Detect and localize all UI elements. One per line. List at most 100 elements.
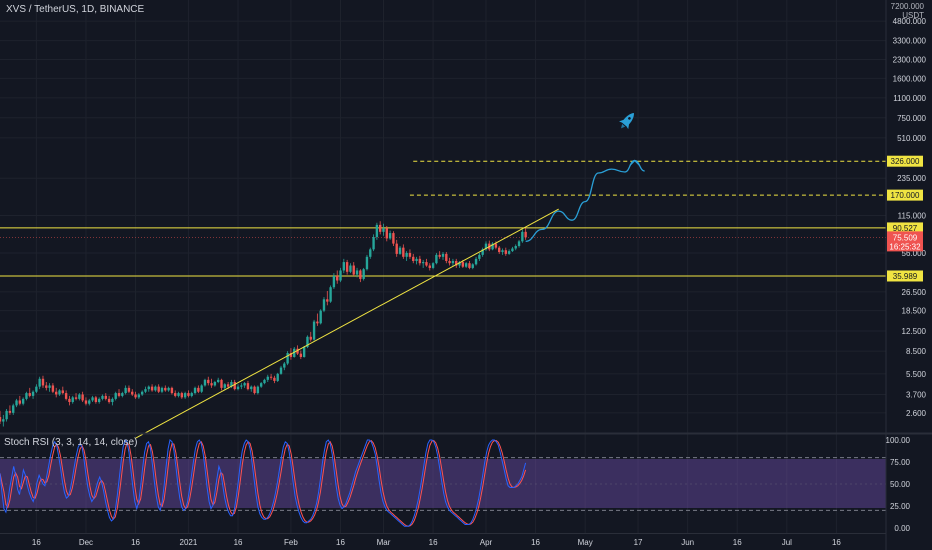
candle-body (164, 387, 167, 391)
candle-body (111, 398, 114, 403)
candle-body (240, 385, 243, 387)
candle-body (345, 262, 349, 272)
stoch-rsi-tick-label: 100.00 (886, 436, 911, 445)
candle-body (491, 243, 494, 250)
candle-body (203, 379, 207, 386)
candle-body (517, 241, 521, 246)
currency-label[interactable]: 7200.000 USDT (884, 2, 924, 20)
candle-body (451, 260, 455, 264)
time-tick-label: Apr (480, 538, 493, 547)
candle-body (170, 387, 174, 394)
candle-body (243, 383, 246, 386)
candle-body (197, 387, 200, 392)
candle-body (5, 410, 8, 420)
candle-body (71, 397, 74, 403)
candle-body (504, 250, 508, 254)
time-tick-label: 16 (531, 538, 540, 547)
candle-body (94, 397, 98, 403)
candle-body (521, 231, 524, 242)
candle-body (478, 254, 481, 259)
candle-body (180, 393, 184, 398)
price-tag-box (887, 270, 923, 282)
candle-body (431, 263, 435, 268)
stoch-rsi-lines[interactable] (0, 439, 527, 527)
price-tick-label: 3300.000 (893, 37, 927, 46)
price-tick-label: 3.700 (906, 390, 927, 399)
candle-body (428, 265, 431, 268)
candle-body (213, 382, 217, 386)
price-level-lines[interactable] (0, 160, 886, 277)
candle-body (494, 243, 498, 248)
projected-path (525, 159, 645, 242)
candle-body (48, 385, 51, 388)
candle-body (114, 393, 117, 399)
candle-body (392, 233, 395, 244)
stoch-rsi-k-line (0, 439, 527, 527)
candle-body (441, 253, 445, 257)
candle-body (236, 386, 240, 390)
candle-body (435, 254, 438, 264)
candle-body (183, 393, 187, 398)
candle-body (474, 258, 478, 265)
price-tick-label: 26.500 (902, 288, 927, 297)
price-tick-label: 4800.000 (893, 17, 927, 26)
candle-body (18, 400, 22, 404)
candle-body (246, 383, 250, 390)
candle-body (405, 252, 408, 257)
candle-body (55, 391, 58, 395)
symbol-title[interactable]: XVS / TetherUS, 1D, BINANCE (6, 4, 145, 15)
candle-body (293, 348, 296, 357)
stoch-rsi-tick-label: 25.00 (890, 502, 911, 511)
price-axis[interactable]: 4800.000 3300.000 2300.000 1600.000 1100.000… (893, 17, 927, 418)
candle-body (306, 336, 309, 348)
time-tick-label: 16 (336, 538, 345, 547)
time-axis[interactable]: 16 Dec 16 2021 16 Feb 16 Mar 16 Apr 16 May 17 Jun 16 Ju… (32, 538, 841, 547)
rocket-body (621, 113, 634, 127)
candle-body (58, 390, 61, 395)
last-price-tag (887, 231, 923, 252)
candle-body (131, 391, 134, 395)
candle-body (421, 262, 425, 264)
candle-body (276, 373, 279, 381)
price-tag-box (887, 155, 923, 167)
candle-body (104, 395, 107, 399)
candle-body (359, 270, 362, 279)
candle-body (15, 400, 18, 406)
candle-body (316, 321, 319, 324)
candle-body (382, 228, 385, 232)
candle-body (365, 256, 369, 270)
candle-body (41, 378, 45, 386)
candle-body (369, 249, 372, 257)
stoch-rsi-title[interactable]: Stoch RSI (3, 3, 14, 14, close) (4, 437, 138, 448)
candle-body (418, 258, 422, 264)
candle-body (448, 260, 451, 264)
time-tick-label: 17 (634, 538, 643, 547)
candle-body (339, 270, 342, 281)
stoch-rsi-band-fill (0, 459, 886, 508)
candle-body (375, 224, 379, 238)
stoch-rsi-tick-label: 75.00 (890, 458, 911, 467)
candle-body (28, 393, 31, 396)
candle-body (134, 394, 137, 398)
candle-body (45, 385, 48, 388)
candle-body (319, 310, 322, 324)
candle-body (514, 245, 517, 249)
candle-body (88, 400, 91, 404)
candle-body (21, 398, 25, 404)
price-tick-label: 115.000 (898, 211, 927, 220)
candle-body (177, 393, 180, 396)
candle-body (408, 252, 412, 257)
candle-body (309, 336, 312, 340)
rocket-window (628, 117, 631, 120)
candle-body (253, 386, 256, 394)
candle-body (484, 243, 488, 250)
candle-body (312, 321, 316, 340)
candle-body (279, 367, 283, 374)
candle-body (124, 387, 127, 394)
candle-body (299, 353, 303, 357)
stoch-rsi-d-line (0, 439, 527, 527)
drawing-tools[interactable] (135, 109, 645, 439)
